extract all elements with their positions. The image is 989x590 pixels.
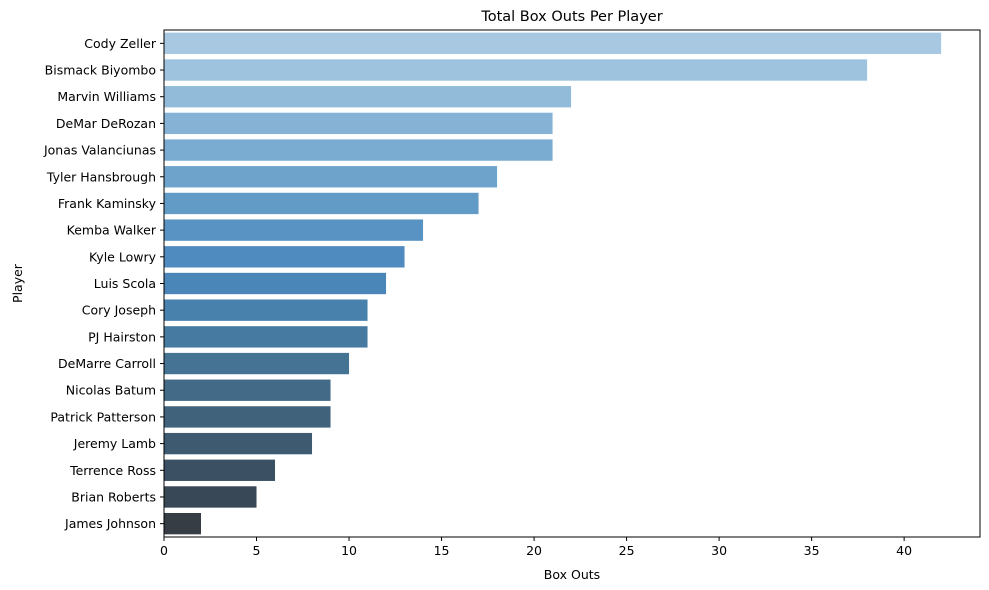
x-tick-label-20: 20 — [526, 543, 542, 558]
bar-marvin-williams — [164, 86, 572, 108]
y-tick-label-marvin-williams: Marvin Williams — [57, 89, 156, 104]
y-tick-label-frank-kaminsky: Frank Kaminsky — [58, 196, 157, 211]
y-tick-label-james-johnson: James Johnson — [64, 516, 156, 531]
bar-cory-joseph — [164, 299, 368, 321]
x-tick-label-25: 25 — [619, 543, 635, 558]
y-tick-label-luis-scola: Luis Scola — [94, 276, 156, 291]
bar-pj-hairston — [164, 326, 368, 348]
y-tick-label-demarre-carroll: DeMarre Carroll — [58, 356, 156, 371]
bar-demarre-carroll — [164, 352, 350, 375]
bar-cody-zeller — [164, 32, 942, 55]
y-tick-label-kyle-lowry: Kyle Lowry — [89, 249, 157, 264]
y-axis-ticks: Cody Zeller Bismack Biyombo Marvin William… — [43, 36, 164, 531]
y-tick-label-terrence-ross: Terrence Ross — [69, 463, 156, 478]
y-tick-label-brian-roberts: Brian Roberts — [71, 489, 156, 504]
x-axis-ticks: 0 5 10 15 20 25 30 35 40 — [160, 537, 912, 558]
y-tick-label-kemba-walker: Kemba Walker — [67, 223, 157, 238]
bar-bismack-biyombo — [164, 59, 868, 81]
chart-title: Total Box Outs Per Player — [480, 9, 662, 25]
y-tick-label-demar-derozan: DeMar DeRozan — [56, 116, 156, 131]
bar-brian-roberts — [164, 486, 257, 508]
bar-tyler-hansbrough — [164, 166, 498, 188]
x-tick-label-5: 5 — [253, 543, 261, 558]
bar-kemba-walker — [164, 219, 424, 241]
y-axis-label: Player — [10, 263, 25, 303]
bar-jeremy-lamb — [164, 432, 313, 455]
plot-frame — [163, 29, 981, 538]
y-tick-label-nicolas-batum: Nicolas Batum — [66, 383, 156, 398]
x-axis-label: Box Outs — [544, 567, 600, 582]
bar-luis-scola — [164, 272, 387, 295]
bar-patrick-patterson — [164, 406, 331, 428]
y-tick-label-tyler-hansbrough: Tyler Hansbrough — [46, 169, 156, 184]
bar-kyle-lowry — [164, 246, 405, 268]
y-tick-label-pj-hairston: PJ Hairston — [88, 329, 156, 344]
bar-james-johnson — [164, 512, 202, 535]
x-tick-label-10: 10 — [341, 543, 357, 558]
bar-nicolas-batum — [164, 379, 331, 401]
bar-frank-kaminsky — [164, 192, 479, 215]
y-tick-label-bismack-biyombo: Bismack Biyombo — [45, 63, 156, 78]
x-tick-label-0: 0 — [160, 543, 168, 558]
y-tick-label-jeremy-lamb: Jeremy Lamb — [73, 436, 156, 451]
bars-group — [164, 32, 942, 535]
bar-jonas-valanciunas — [164, 139, 553, 161]
y-tick-label-jonas-valanciunas: Jonas Valanciunas — [43, 143, 156, 158]
x-tick-label-35: 35 — [804, 543, 820, 558]
x-tick-label-30: 30 — [711, 543, 727, 558]
bar-demar-derozan — [164, 112, 553, 135]
y-tick-label-cody-zeller: Cody Zeller — [84, 36, 157, 51]
x-tick-label-40: 40 — [896, 543, 912, 558]
y-tick-label-cory-joseph: Cory Joseph — [82, 303, 156, 318]
bar-terrence-ross — [164, 459, 276, 481]
y-tick-label-patrick-patterson: Patrick Patterson — [50, 409, 156, 424]
x-tick-label-15: 15 — [434, 543, 450, 558]
